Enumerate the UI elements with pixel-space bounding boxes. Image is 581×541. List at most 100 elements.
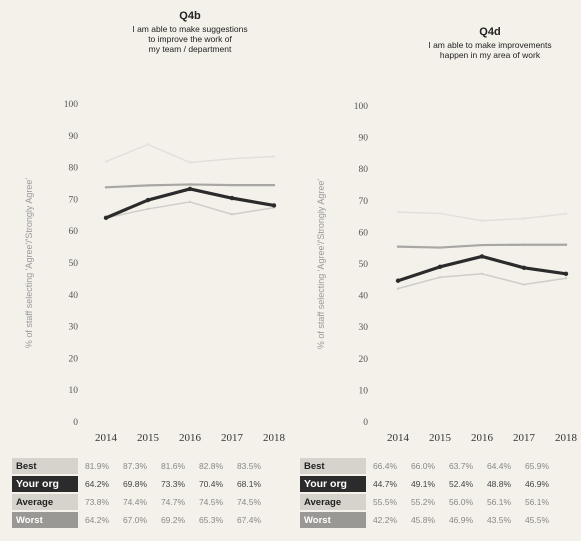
data-point [438, 265, 442, 269]
stats-value: 74.5% [230, 494, 268, 510]
stats-value: 74.4% [116, 494, 154, 510]
data-point [439, 276, 441, 278]
y-tick-label: 80 [359, 165, 369, 175]
series-line-your-org [106, 189, 274, 218]
data-point [397, 211, 399, 213]
stats-value: 70.4% [192, 476, 230, 492]
stats-row-label: Best [300, 458, 366, 474]
stats-row-your-org: Your org 64.2% 69.8% 73.3% 70.4% 68.1% [12, 476, 268, 492]
stats-value: 67.0% [116, 512, 154, 528]
stats-value: 87.3% [116, 458, 154, 474]
data-point [230, 196, 234, 200]
stats-row-label: Your org [300, 476, 366, 492]
y-tick-label: 20 [69, 354, 79, 364]
stats-row-label: Average [12, 494, 78, 510]
stats-value: 55.2% [404, 494, 442, 510]
y-axis-label: % of staff selecting 'Agree'/'Strongly A… [24, 178, 34, 349]
data-point [564, 272, 568, 276]
stats-value: 73.8% [78, 494, 116, 510]
stats-row-label: Worst [12, 512, 78, 528]
y-tick-label: 40 [69, 291, 79, 301]
y-tick-label: 10 [69, 386, 79, 396]
x-tick-label: 2015 [137, 432, 160, 444]
series-line-your-org [398, 256, 566, 280]
stats-row-label: Your org [12, 476, 78, 492]
stats-value: 66.0% [404, 458, 442, 474]
y-tick-label: 70 [69, 195, 79, 205]
stats-value: 45.5% [518, 512, 556, 528]
y-axis-label: % of staff selecting 'Agree'/'Strongly A… [316, 179, 326, 350]
stats-value: 64.4% [480, 458, 518, 474]
stats-value: 81.6% [154, 458, 192, 474]
stats-value: 74.5% [192, 494, 230, 510]
stats-value: 56.1% [518, 494, 556, 510]
stats-table-q4d: Best 66.4% 66.0% 63.7% 64.4% 65.9% Your org 44.… [300, 456, 556, 530]
stats-value: 68.1% [230, 476, 268, 492]
data-point [188, 187, 192, 191]
data-point [397, 287, 399, 289]
data-point [439, 246, 441, 248]
data-point [273, 184, 275, 186]
stats-value: 55.5% [366, 494, 404, 510]
stats-value: 73.3% [154, 476, 192, 492]
data-point [481, 220, 483, 222]
y-tick-label: 100 [64, 100, 79, 110]
data-point [481, 273, 483, 275]
y-tick-label: 90 [69, 132, 79, 142]
stats-value: 65.3% [192, 512, 230, 528]
data-point [273, 155, 275, 157]
y-tick-label: 90 [359, 134, 369, 144]
data-point [565, 244, 567, 246]
data-point [105, 186, 107, 188]
stats-value: 44.7% [366, 476, 404, 492]
series-line-worst [398, 274, 566, 289]
stats-value: 48.8% [480, 476, 518, 492]
data-point [105, 160, 107, 162]
y-tick-label: 20 [359, 355, 369, 365]
data-point [104, 216, 108, 220]
data-point [189, 183, 191, 185]
line-chart-q4d: 0 10 20 30 40 50 60 70 80 90 100 % of staff selecti… [300, 0, 581, 455]
data-point [231, 157, 233, 159]
stats-value: 64.2% [78, 512, 116, 528]
x-tick-label: 2014 [387, 432, 410, 444]
data-point [523, 217, 525, 219]
stats-value: 46.9% [442, 512, 480, 528]
stats-value: 82.8% [192, 458, 230, 474]
stats-value: 64.2% [78, 476, 116, 492]
data-point [147, 143, 149, 145]
y-tick-label: 0 [363, 418, 368, 428]
y-tick-label: 30 [359, 323, 369, 333]
data-point [565, 277, 567, 279]
data-point [522, 266, 526, 270]
stats-row-average: Average 55.5% 55.2% 56.0% 56.1% 56.1% [300, 494, 556, 510]
stats-row-your-org: Your org 44.7% 49.1% 52.4% 48.8% 46.9% [300, 476, 556, 492]
data-point [189, 161, 191, 163]
stats-row-average: Average 73.8% 74.4% 74.7% 74.5% 74.5% [12, 494, 268, 510]
stats-value: 56.0% [442, 494, 480, 510]
stats-table-q4b: Best 81.9% 87.3% 81.6% 82.8% 83.5% Your org 64.… [12, 456, 268, 530]
stats-value: 81.9% [78, 458, 116, 474]
stats-row-best: Best 81.9% 87.3% 81.6% 82.8% 83.5% [12, 458, 268, 474]
y-tick-label: 60 [69, 227, 79, 237]
stats-value: 52.4% [442, 476, 480, 492]
data-point [231, 213, 233, 215]
data-point [147, 184, 149, 186]
y-tick-label: 80 [69, 164, 79, 174]
stats-row-label: Best [12, 458, 78, 474]
stats-row-worst: Worst 64.2% 67.0% 69.2% 65.3% 67.4% [12, 512, 268, 528]
data-point [396, 279, 400, 283]
stats-value: 67.4% [230, 512, 268, 528]
y-tick-label: 70 [359, 197, 369, 207]
stats-value: 69.8% [116, 476, 154, 492]
stats-value: 43.5% [480, 512, 518, 528]
data-point [523, 283, 525, 285]
data-point [146, 198, 150, 202]
x-tick-label: 2014 [95, 432, 118, 444]
data-point [231, 184, 233, 186]
stats-row-label: Average [300, 494, 366, 510]
data-point [272, 203, 276, 207]
stats-value: 66.4% [366, 458, 404, 474]
y-tick-label: 40 [359, 292, 369, 302]
stats-row-label: Worst [300, 512, 366, 528]
